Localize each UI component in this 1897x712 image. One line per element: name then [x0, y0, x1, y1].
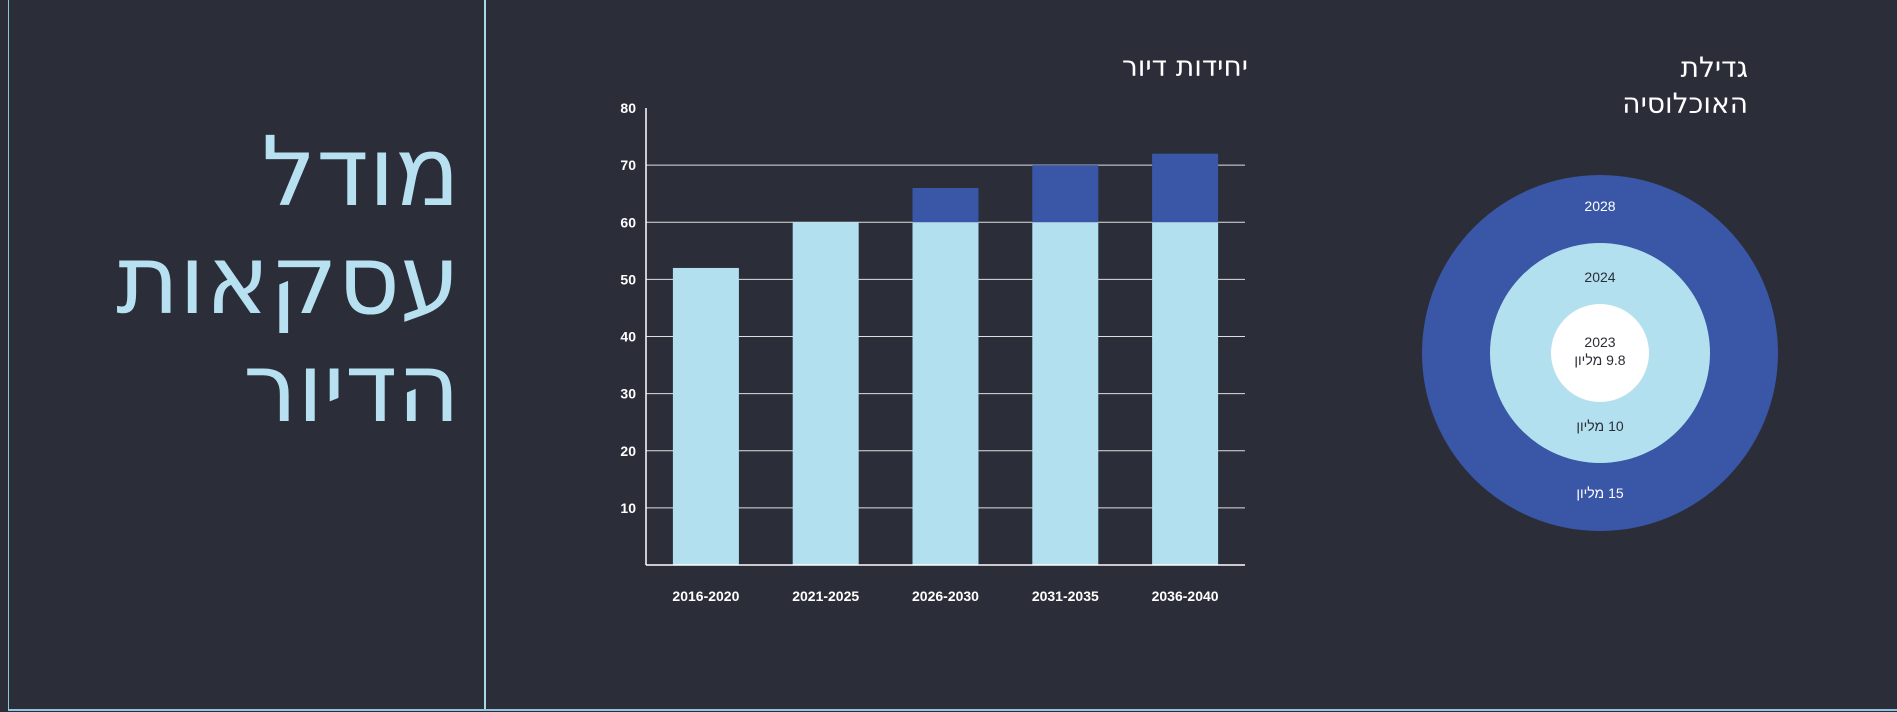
divider-line [484, 0, 486, 710]
y-tick-label: 10 [620, 500, 636, 516]
donut-title-line: גדילת [1680, 51, 1748, 84]
slide-title-line: הדיור [243, 332, 460, 444]
x-tick-label: 2021-2025 [792, 588, 859, 604]
y-tick-label: 80 [620, 100, 636, 116]
bar-base [1152, 222, 1219, 565]
bar-chart-title: יחידות דיור [1121, 50, 1248, 83]
x-tick-label: 2016-2020 [672, 588, 739, 604]
center-year-label: 2023 [1584, 334, 1615, 350]
y-tick-label: 70 [620, 157, 636, 173]
x-tick-label: 2036-2040 [1152, 588, 1219, 604]
bar-increment [1032, 165, 1099, 223]
y-tick-label: 50 [620, 271, 636, 287]
slide-title-line: עסקאות [116, 224, 460, 336]
bar-increment [1152, 153, 1219, 223]
donut-center [1551, 304, 1649, 402]
center-value-label: 9.8 מליון [1574, 352, 1625, 368]
bar-increment [912, 187, 979, 223]
y-tick-label: 60 [620, 214, 636, 230]
ring-year-label: 2028 [1584, 198, 1615, 214]
y-tick-label: 20 [620, 443, 636, 459]
slide-title: מודל עסקאות הדיור [60, 118, 460, 442]
ring-value-label: 10 מליון [1576, 418, 1623, 434]
x-tick-label: 2026-2030 [912, 588, 979, 604]
donut-chart-title: גדילת האוכלוסיה [1500, 50, 1748, 122]
slide-title-line: מודל [261, 116, 460, 228]
ring-value-label: 15 מליון [1576, 485, 1623, 501]
bar-base [792, 222, 859, 565]
left-border-line [8, 0, 9, 710]
bar-base [1032, 222, 1099, 565]
ring-year-label: 2024 [1584, 269, 1615, 285]
y-tick-label: 40 [620, 329, 636, 345]
bar-base [912, 222, 979, 565]
x-tick-label: 2031-2035 [1032, 588, 1099, 604]
bottom-border-line [8, 709, 1897, 711]
y-tick-label: 30 [620, 386, 636, 402]
bar-base [672, 267, 739, 565]
donut-title-line: האוכלוסיה [1622, 87, 1748, 120]
